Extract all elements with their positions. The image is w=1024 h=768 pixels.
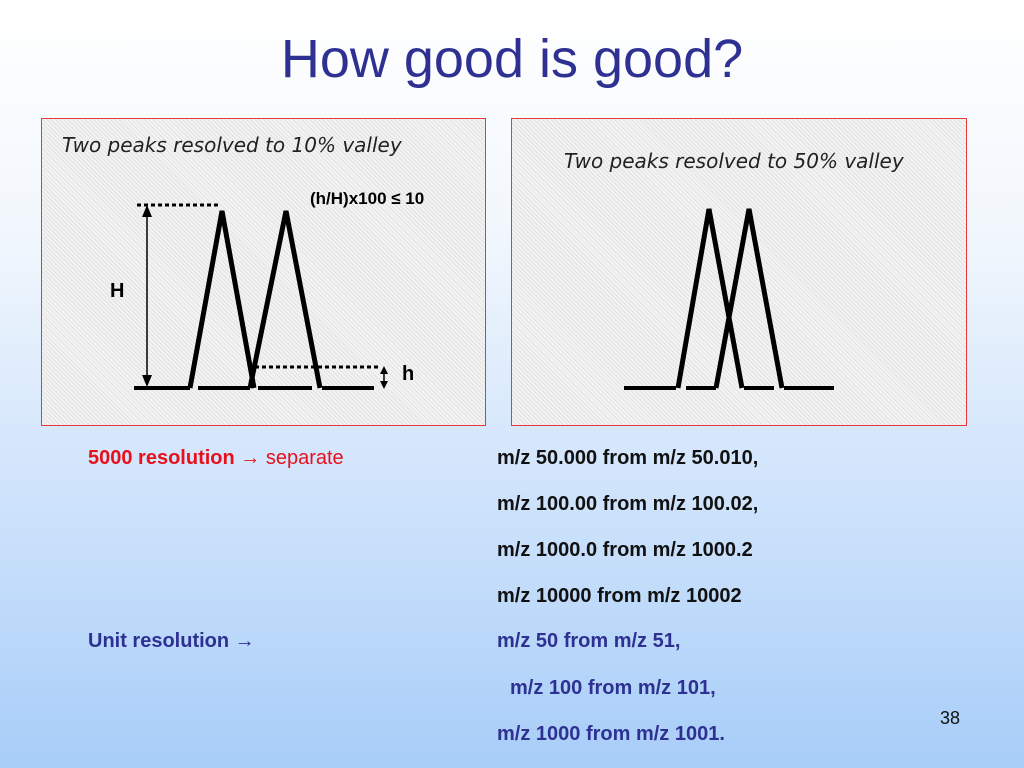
peak-lines-right <box>675 208 785 389</box>
slide-title: How good is good? <box>280 29 744 89</box>
panel-50-percent-valley: Two peaks resolved to 50% valley <box>511 118 967 426</box>
panel-caption-10-percent: Two peaks resolved to 10% valley <box>62 133 402 157</box>
resolution-5000-label: 5000 resolution <box>88 447 235 469</box>
example-5000-3: m/z 1000.0 from m/z 1000.2 <box>497 539 753 561</box>
example-5000-2: m/z 100.00 from m/z 100.02, <box>497 493 759 515</box>
peak-right-two <box>713 208 785 389</box>
example-5000-1: m/z 50.000 from m/z 50.010, <box>497 447 759 469</box>
peaks-50-percent-diagram <box>624 208 834 390</box>
resolution-unit-label: Unit resolution <box>88 630 230 652</box>
peaks-10-percent-diagram <box>134 203 388 390</box>
resolution-5000-line: 5000 resolution → separate <box>88 447 344 470</box>
panel-caption-50-percent: Two peaks resolved to 50% valley <box>564 149 904 173</box>
height-arrow-h-top <box>380 366 388 374</box>
height-arrow-H-bottom <box>142 375 152 387</box>
example-unit-3: m/z 1000 from m/z 1001. <box>497 723 725 745</box>
peak-two <box>247 210 323 389</box>
label-valley-height: h <box>402 363 415 385</box>
arrow-right-icon: → <box>234 630 255 652</box>
page-number: 38 <box>940 708 961 728</box>
peak-lines <box>187 210 323 389</box>
arrow-right-icon: → <box>240 447 261 469</box>
resolution-5000-verb: separate <box>265 447 344 469</box>
height-arrow-h-bottom <box>380 381 388 389</box>
resolution-unit-line: Unit resolution → <box>88 630 255 653</box>
panel-10-percent-valley: Two peaks resolved to 10% valley (h/H)x1… <box>41 118 486 426</box>
example-5000-4: m/z 10000 from m/z 10002 <box>497 585 742 607</box>
example-unit-1: m/z 50 from m/z 51, <box>497 630 681 652</box>
peak-one <box>187 210 257 389</box>
height-arrow-H-top <box>142 205 152 217</box>
label-peak-height: H <box>110 280 125 302</box>
example-unit-2: m/z 100 from m/z 101, <box>510 677 716 699</box>
peak-right-one <box>675 208 745 389</box>
valley-formula: (h/H)x100 ≤ 10 <box>310 189 425 208</box>
